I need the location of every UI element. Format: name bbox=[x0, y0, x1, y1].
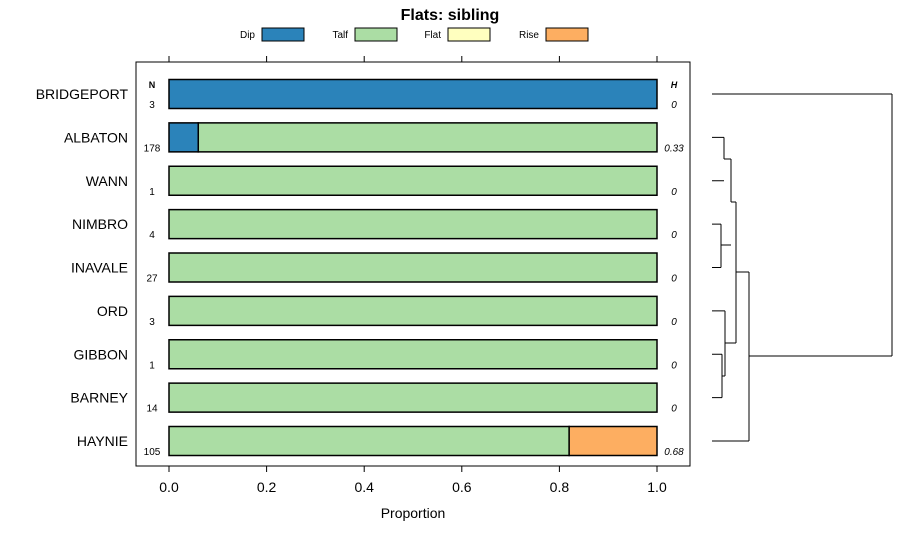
x-tick-label-3: 0.6 bbox=[452, 479, 472, 495]
h-labels: 0 0.33 0 0 0 0 0 0 0.68 bbox=[664, 100, 684, 458]
bar-ord-talf bbox=[168, 295, 658, 327]
legend: Dip Talf Flat Rise bbox=[240, 27, 589, 42]
bar-haynie-rise bbox=[568, 425, 658, 457]
bar-bridgeport-dip bbox=[168, 78, 658, 110]
category-label-albaton: ALBATON bbox=[64, 129, 128, 145]
bar-albaton-talf bbox=[197, 122, 658, 153]
dendrogram bbox=[712, 93, 893, 442]
legend-label-flat: Flat bbox=[424, 30, 441, 41]
legend-swatch-flat bbox=[447, 27, 491, 42]
bar-barney-talf bbox=[168, 382, 658, 413]
legend-label-dip: Dip bbox=[240, 30, 255, 41]
h-label-barney: 0 bbox=[671, 404, 677, 415]
plot-frame bbox=[135, 61, 691, 467]
category-label-gibbon: GIBBON bbox=[74, 346, 128, 362]
bar-nimbro-talf bbox=[168, 208, 658, 240]
n-label-nimbro: 4 bbox=[149, 230, 155, 241]
bar-gibbon-talf bbox=[168, 339, 658, 370]
category-label-ord: ORD bbox=[97, 303, 128, 319]
bar-albaton-dip bbox=[168, 122, 200, 153]
legend-swatch-rise bbox=[545, 27, 589, 42]
n-label-wann: 1 bbox=[149, 187, 155, 198]
h-label-inavale: 0 bbox=[671, 274, 677, 285]
n-label-albaton: 178 bbox=[144, 143, 161, 154]
n-label-inavale: 27 bbox=[146, 274, 158, 285]
x-tick-label-1: 0.2 bbox=[257, 479, 277, 495]
n-label-haynie: 105 bbox=[144, 447, 161, 458]
n-column-header: N bbox=[149, 80, 156, 90]
category-label-inavale: INAVALE bbox=[71, 260, 128, 276]
bar-inavale-talf bbox=[168, 252, 658, 283]
legend-label-talf: Talf bbox=[332, 30, 348, 41]
n-label-gibbon: 1 bbox=[149, 360, 155, 371]
chart-title: Flats: sibling bbox=[401, 7, 500, 24]
bar-haynie-talf bbox=[168, 425, 570, 457]
h-label-gibbon: 0 bbox=[671, 360, 677, 371]
x-tick-label-0: 0.0 bbox=[159, 479, 179, 495]
n-label-bridgeport: 3 bbox=[149, 100, 155, 111]
h-label-albaton: 0.33 bbox=[664, 143, 684, 154]
legend-swatch-talf bbox=[354, 27, 398, 42]
legend-swatch-dip bbox=[261, 27, 305, 42]
x-tick-label-5: 1.0 bbox=[647, 479, 667, 495]
h-label-nimbro: 0 bbox=[671, 230, 677, 241]
x-tick-label-4: 0.8 bbox=[550, 479, 570, 495]
h-column-header: H bbox=[671, 80, 678, 90]
n-label-barney: 14 bbox=[146, 404, 158, 415]
n-label-ord: 3 bbox=[149, 317, 155, 328]
bar-wann-talf bbox=[168, 165, 658, 196]
x-tick-label-2: 0.4 bbox=[354, 479, 374, 495]
bars bbox=[168, 78, 658, 457]
category-labels: BRIDGEPORT ALBATON WANN NIMBRO INAVALE ORD GIB… bbox=[36, 86, 129, 449]
category-label-wann: WANN bbox=[86, 173, 128, 189]
h-label-ord: 0 bbox=[671, 317, 677, 328]
legend-label-rise: Rise bbox=[519, 30, 539, 41]
h-label-wann: 0 bbox=[671, 187, 677, 198]
category-label-haynie: HAYNIE bbox=[77, 433, 128, 449]
x-axis-label: Proportion bbox=[381, 505, 446, 521]
category-label-barney: BARNEY bbox=[70, 390, 128, 406]
h-label-bridgeport: 0 bbox=[671, 100, 677, 111]
category-label-nimbro: NIMBRO bbox=[72, 216, 128, 232]
category-label-bridgeport: BRIDGEPORT bbox=[36, 86, 129, 102]
x-axis: 0.0 0.2 0.4 0.6 0.8 1.0 bbox=[159, 466, 667, 495]
top-ticks bbox=[168, 56, 658, 62]
h-label-haynie: 0.68 bbox=[664, 447, 684, 458]
